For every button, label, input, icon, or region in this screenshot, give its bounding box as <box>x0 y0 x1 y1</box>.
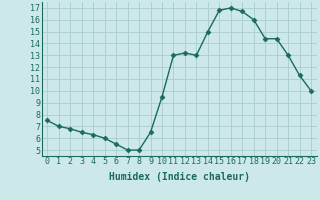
X-axis label: Humidex (Indice chaleur): Humidex (Indice chaleur) <box>109 172 250 182</box>
